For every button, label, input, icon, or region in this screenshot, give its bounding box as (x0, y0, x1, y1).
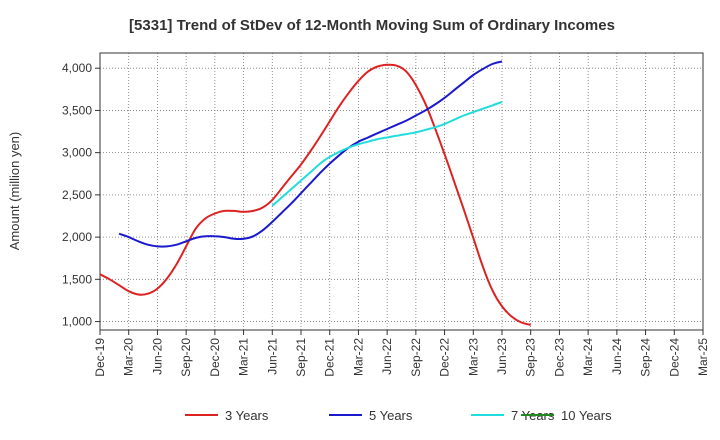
x-tick-label: Dec-19 (93, 338, 107, 377)
legend-label: 5 Years (369, 408, 413, 423)
x-tick-label: Dec-20 (208, 338, 222, 377)
x-tick-label: Sep-22 (409, 338, 423, 377)
x-tick-label: Mar-23 (466, 338, 480, 376)
x-tick-label: Mar-24 (581, 338, 595, 376)
x-tick-label: Mar-20 (122, 338, 136, 376)
x-tick-label: Dec-24 (667, 338, 681, 377)
x-tick-label: Jun-22 (380, 338, 394, 375)
x-tick-label: Dec-22 (438, 338, 452, 377)
y-tick-label: 3,500 (62, 103, 92, 117)
y-tick-label: 2,500 (62, 188, 92, 202)
x-tick-label: Sep-20 (179, 338, 193, 377)
y-tick-label: 1,500 (62, 272, 92, 286)
series-layer (99, 60, 531, 326)
chart-title: [5331] Trend of StDev of 12-Month Moving… (129, 17, 615, 34)
series-line-3-years (99, 63, 531, 326)
y-axis: 1,000 1,500 2,000 2,500 3,000 3,500 4,000 (62, 61, 100, 329)
y-tick-label: 3,000 (62, 146, 92, 160)
y-tick-label: 4,000 (62, 61, 92, 75)
x-axis: Dec-19 Mar-20 Jun-20 Sep-20 Dec-20 Mar-21 Jun-… (93, 330, 710, 377)
x-tick-label: Mar-22 (351, 338, 365, 376)
y-tick-label: 2,000 (62, 230, 92, 244)
legend-label: 10 Years (561, 408, 612, 423)
y-axis-label: Amount (million yen) (7, 132, 22, 251)
x-tick-label: Jun-20 (150, 338, 164, 375)
x-tick-label: Dec-21 (323, 338, 337, 377)
x-tick-label: Mar-21 (237, 338, 251, 376)
y-tick-label: 1,000 (62, 315, 92, 329)
x-tick-label: Jun-24 (610, 338, 624, 375)
legend: 3 Years 5 Years 7 Years 10 Years (185, 408, 612, 423)
x-tick-label: Sep-24 (639, 338, 653, 377)
plot-frame (99, 52, 704, 331)
legend-label: 3 Years (225, 408, 269, 423)
grid (100, 53, 703, 330)
series-line-7-years (271, 101, 503, 207)
x-tick-label: Dec-23 (552, 338, 566, 377)
x-tick-label: Mar-25 (696, 338, 710, 376)
x-tick-label: Sep-21 (294, 338, 308, 377)
x-tick-label: Jun-23 (495, 338, 509, 375)
x-tick-label: Jun-21 (265, 338, 279, 375)
x-tick-label: Sep-23 (524, 338, 538, 377)
series-line-5-years (118, 60, 503, 248)
